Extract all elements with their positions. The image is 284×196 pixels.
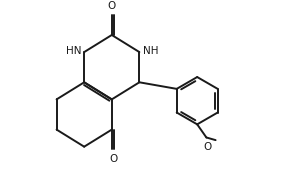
Text: O: O <box>109 154 117 164</box>
Text: O: O <box>108 1 116 11</box>
Text: NH: NH <box>143 46 158 56</box>
Text: O: O <box>203 142 211 152</box>
Text: HN: HN <box>66 46 81 56</box>
